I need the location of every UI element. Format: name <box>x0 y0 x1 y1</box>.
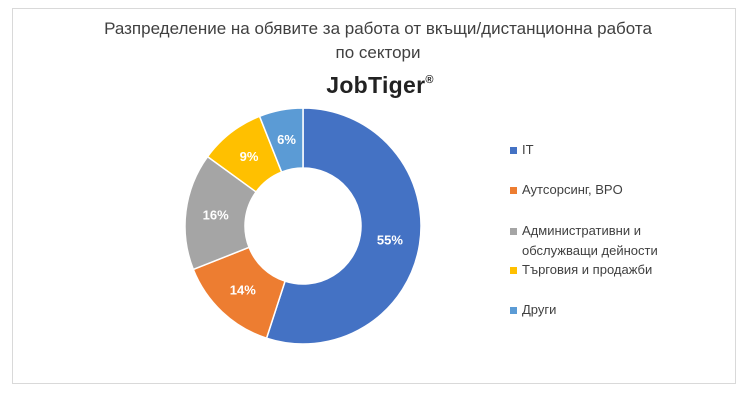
legend-item-other: Други <box>510 300 556 320</box>
legend-label: Търговия и продажби <box>522 262 653 277</box>
logo-text: JobTiger <box>326 72 426 98</box>
chart-title-line-1: Разпределение на обявите за работа от вк… <box>104 19 652 38</box>
registered-mark: ® <box>425 74 434 86</box>
legend-label: Други <box>522 302 557 317</box>
jobtiger-logo: JobTiger® <box>0 72 748 99</box>
slice-it <box>265 107 422 345</box>
legend-swatch <box>510 187 517 194</box>
legend-label: Аутсорсинг, BPO <box>522 182 623 197</box>
data-label-trade-sales: 9% <box>240 149 259 164</box>
legend-swatch <box>510 307 517 314</box>
legend-item-administrative: Административни и обслужващи дейности <box>510 221 658 261</box>
slice-other <box>258 107 304 174</box>
legend-label: Административни и обслужващи дейности <box>522 223 658 258</box>
legend-item-it: IT <box>510 140 534 160</box>
data-label-other: 6% <box>277 132 296 147</box>
chart-title-line-2: по сектори <box>335 43 421 62</box>
data-label-outsourcing: 14% <box>230 283 256 298</box>
legend-swatch <box>510 267 517 274</box>
legend-swatch <box>510 228 517 235</box>
legend-swatch <box>510 147 517 154</box>
chart-title: Разпределение на обявите за работа от вк… <box>0 17 748 65</box>
legend-item-outsourcing: Аутсорсинг, BPO <box>510 180 623 200</box>
legend-label: IT <box>522 142 534 157</box>
data-label-it: 55% <box>377 232 403 247</box>
data-label-administrative: 16% <box>203 207 229 222</box>
legend-item-trade-sales: Търговия и продажби <box>510 260 652 280</box>
